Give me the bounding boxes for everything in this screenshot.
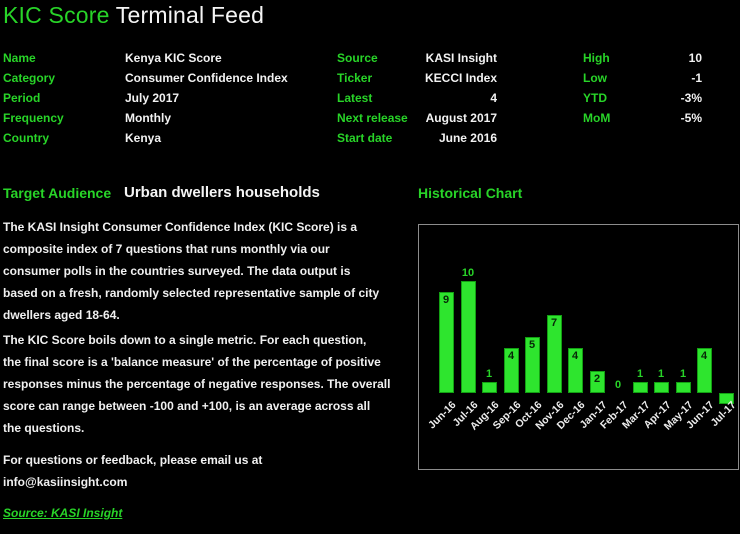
chart-box: 9 Jun-16 10 Jul-16 1 Aug-16 4 Sep-16 5 Oct-16 7 Nov… bbox=[418, 224, 739, 470]
description-paragraph-2: The KIC Score boils down to a single met… bbox=[3, 333, 391, 435]
chart-bar-Jan-17 bbox=[589, 371, 605, 393]
bar-value-label-May-17: 1 bbox=[679, 368, 687, 380]
chart-bar-Jun-16 bbox=[438, 292, 454, 393]
meta-label-period: Period bbox=[3, 91, 41, 105]
meta-row-ytd: YTD -3% bbox=[583, 88, 702, 108]
meta-row-start-date: Start date June 2016 bbox=[337, 128, 497, 148]
bar-value-label-Oct-16: 5 bbox=[528, 339, 536, 351]
meta-value-start-date: June 2016 bbox=[438, 131, 497, 145]
meta-row-latest: Latest 4 bbox=[337, 88, 497, 108]
meta-label-name: Name bbox=[3, 51, 36, 65]
meta-column-1: Name Kenya KIC Score Category Consumer C… bbox=[3, 48, 333, 148]
historical-chart-heading: Historical Chart bbox=[418, 185, 523, 201]
chart-bar-Jul-17 bbox=[718, 393, 734, 404]
meta-value-period: July 2017 bbox=[125, 91, 180, 105]
chart-bar-Jun-17 bbox=[696, 348, 712, 393]
meta-value-ticker: KECCI Index bbox=[424, 71, 497, 85]
meta-label-source: Source bbox=[337, 51, 378, 65]
chart-bar-Nov-16 bbox=[546, 315, 562, 393]
meta-row-source: Source KASI Insight bbox=[337, 48, 497, 68]
target-audience-value: Urban dwellers households bbox=[124, 184, 320, 201]
meta-value-low: -1 bbox=[691, 71, 702, 85]
bar-value-label-Jan-17: 2 bbox=[593, 373, 601, 385]
target-audience-row: Target Audience Urban dwellers household… bbox=[3, 183, 320, 203]
meta-row-high: High 10 bbox=[583, 48, 702, 68]
meta-row-next-release: Next release August 2017 bbox=[337, 108, 497, 128]
bar-value-label-Sep-16: 4 bbox=[507, 350, 515, 362]
chart-bar-May-17 bbox=[675, 382, 691, 393]
meta-row-low: Low -1 bbox=[583, 68, 702, 88]
meta-label-ticker: Ticker bbox=[337, 71, 373, 85]
bar-value-label-Jun-16: 9 bbox=[442, 294, 450, 306]
meta-value-latest: 4 bbox=[490, 91, 497, 105]
meta-label-frequency: Frequency bbox=[3, 111, 64, 125]
meta-value-frequency: Monthly bbox=[125, 111, 171, 125]
meta-label-low: Low bbox=[583, 71, 607, 85]
meta-row-frequency: Frequency Monthly bbox=[3, 108, 333, 128]
meta-value-name: Kenya KIC Score bbox=[125, 51, 222, 65]
page-title-rest: Terminal Feed bbox=[109, 2, 265, 28]
chart-bar-Jul-16 bbox=[460, 281, 476, 393]
meta-value-source: KASI Insight bbox=[425, 51, 497, 65]
meta-value-category: Consumer Confidence Index bbox=[125, 71, 288, 85]
meta-row-mom: MoM -5% bbox=[583, 108, 702, 128]
meta-label-next-release: Next release bbox=[337, 111, 408, 125]
chart-plot: 9 Jun-16 10 Jul-16 1 Aug-16 4 Sep-16 5 Oct-16 7 Nov… bbox=[419, 225, 738, 469]
page-title: KIC Score Terminal Feed bbox=[3, 2, 264, 29]
bar-value-label-Dec-16: 4 bbox=[571, 350, 579, 362]
meta-row-country: Country Kenya bbox=[3, 128, 333, 148]
chart-bar-Apr-17 bbox=[653, 382, 669, 393]
chart-bar-Sep-16 bbox=[503, 348, 519, 393]
meta-value-ytd: -3% bbox=[680, 91, 702, 105]
bar-value-label-Feb-17: 0 bbox=[614, 379, 622, 391]
meta-label-ytd: YTD bbox=[583, 91, 607, 105]
chart-bar-Oct-16 bbox=[524, 337, 540, 393]
meta-value-next-release: August 2017 bbox=[425, 111, 497, 125]
target-audience-label: Target Audience bbox=[3, 185, 112, 201]
meta-column-3: High 10 Low -1 YTD -3% MoM -5% bbox=[583, 48, 702, 128]
meta-value-high: 10 bbox=[688, 51, 702, 65]
chart-bar-Aug-16 bbox=[481, 382, 497, 393]
meta-row-name: Name Kenya KIC Score bbox=[3, 48, 333, 68]
meta-value-country: Kenya bbox=[125, 131, 162, 145]
meta-row-period: Period July 2017 bbox=[3, 88, 333, 108]
bar-value-label-Aug-16: 1 bbox=[485, 368, 493, 380]
description-paragraph-1: The KASI Insight Consumer Confidence Ind… bbox=[3, 220, 380, 322]
meta-value-mom: -5% bbox=[680, 111, 702, 125]
bar-value-label-Jun-17: 4 bbox=[700, 350, 708, 362]
meta-label-category: Category bbox=[3, 71, 56, 85]
chart-bar-Mar-17 bbox=[632, 382, 648, 393]
meta-label-latest: Latest bbox=[337, 91, 373, 105]
meta-column-2: Source KASI Insight Ticker KECCI Index L… bbox=[337, 48, 497, 148]
bar-value-label-Apr-17: 1 bbox=[657, 368, 665, 380]
meta-row-category: Category Consumer Confidence Index bbox=[3, 68, 333, 88]
contact-text: For questions or feedback, please email … bbox=[3, 453, 263, 489]
meta-label-mom: MoM bbox=[583, 111, 611, 125]
meta-label-high: High bbox=[583, 51, 610, 65]
meta-label-country: Country bbox=[3, 131, 49, 145]
meta-label-start-date: Start date bbox=[337, 131, 393, 145]
meta-row-ticker: Ticker KECCI Index bbox=[337, 68, 497, 88]
bar-value-label-Jul-16: 10 bbox=[461, 267, 475, 279]
bar-value-label-Nov-16: 7 bbox=[550, 317, 558, 329]
bar-value-label-Mar-17: 1 bbox=[636, 368, 644, 380]
source-link[interactable]: Source: KASI Insight bbox=[3, 506, 123, 520]
page-title-highlight: KIC Score bbox=[3, 2, 110, 28]
chart-bar-Dec-16 bbox=[567, 348, 583, 393]
